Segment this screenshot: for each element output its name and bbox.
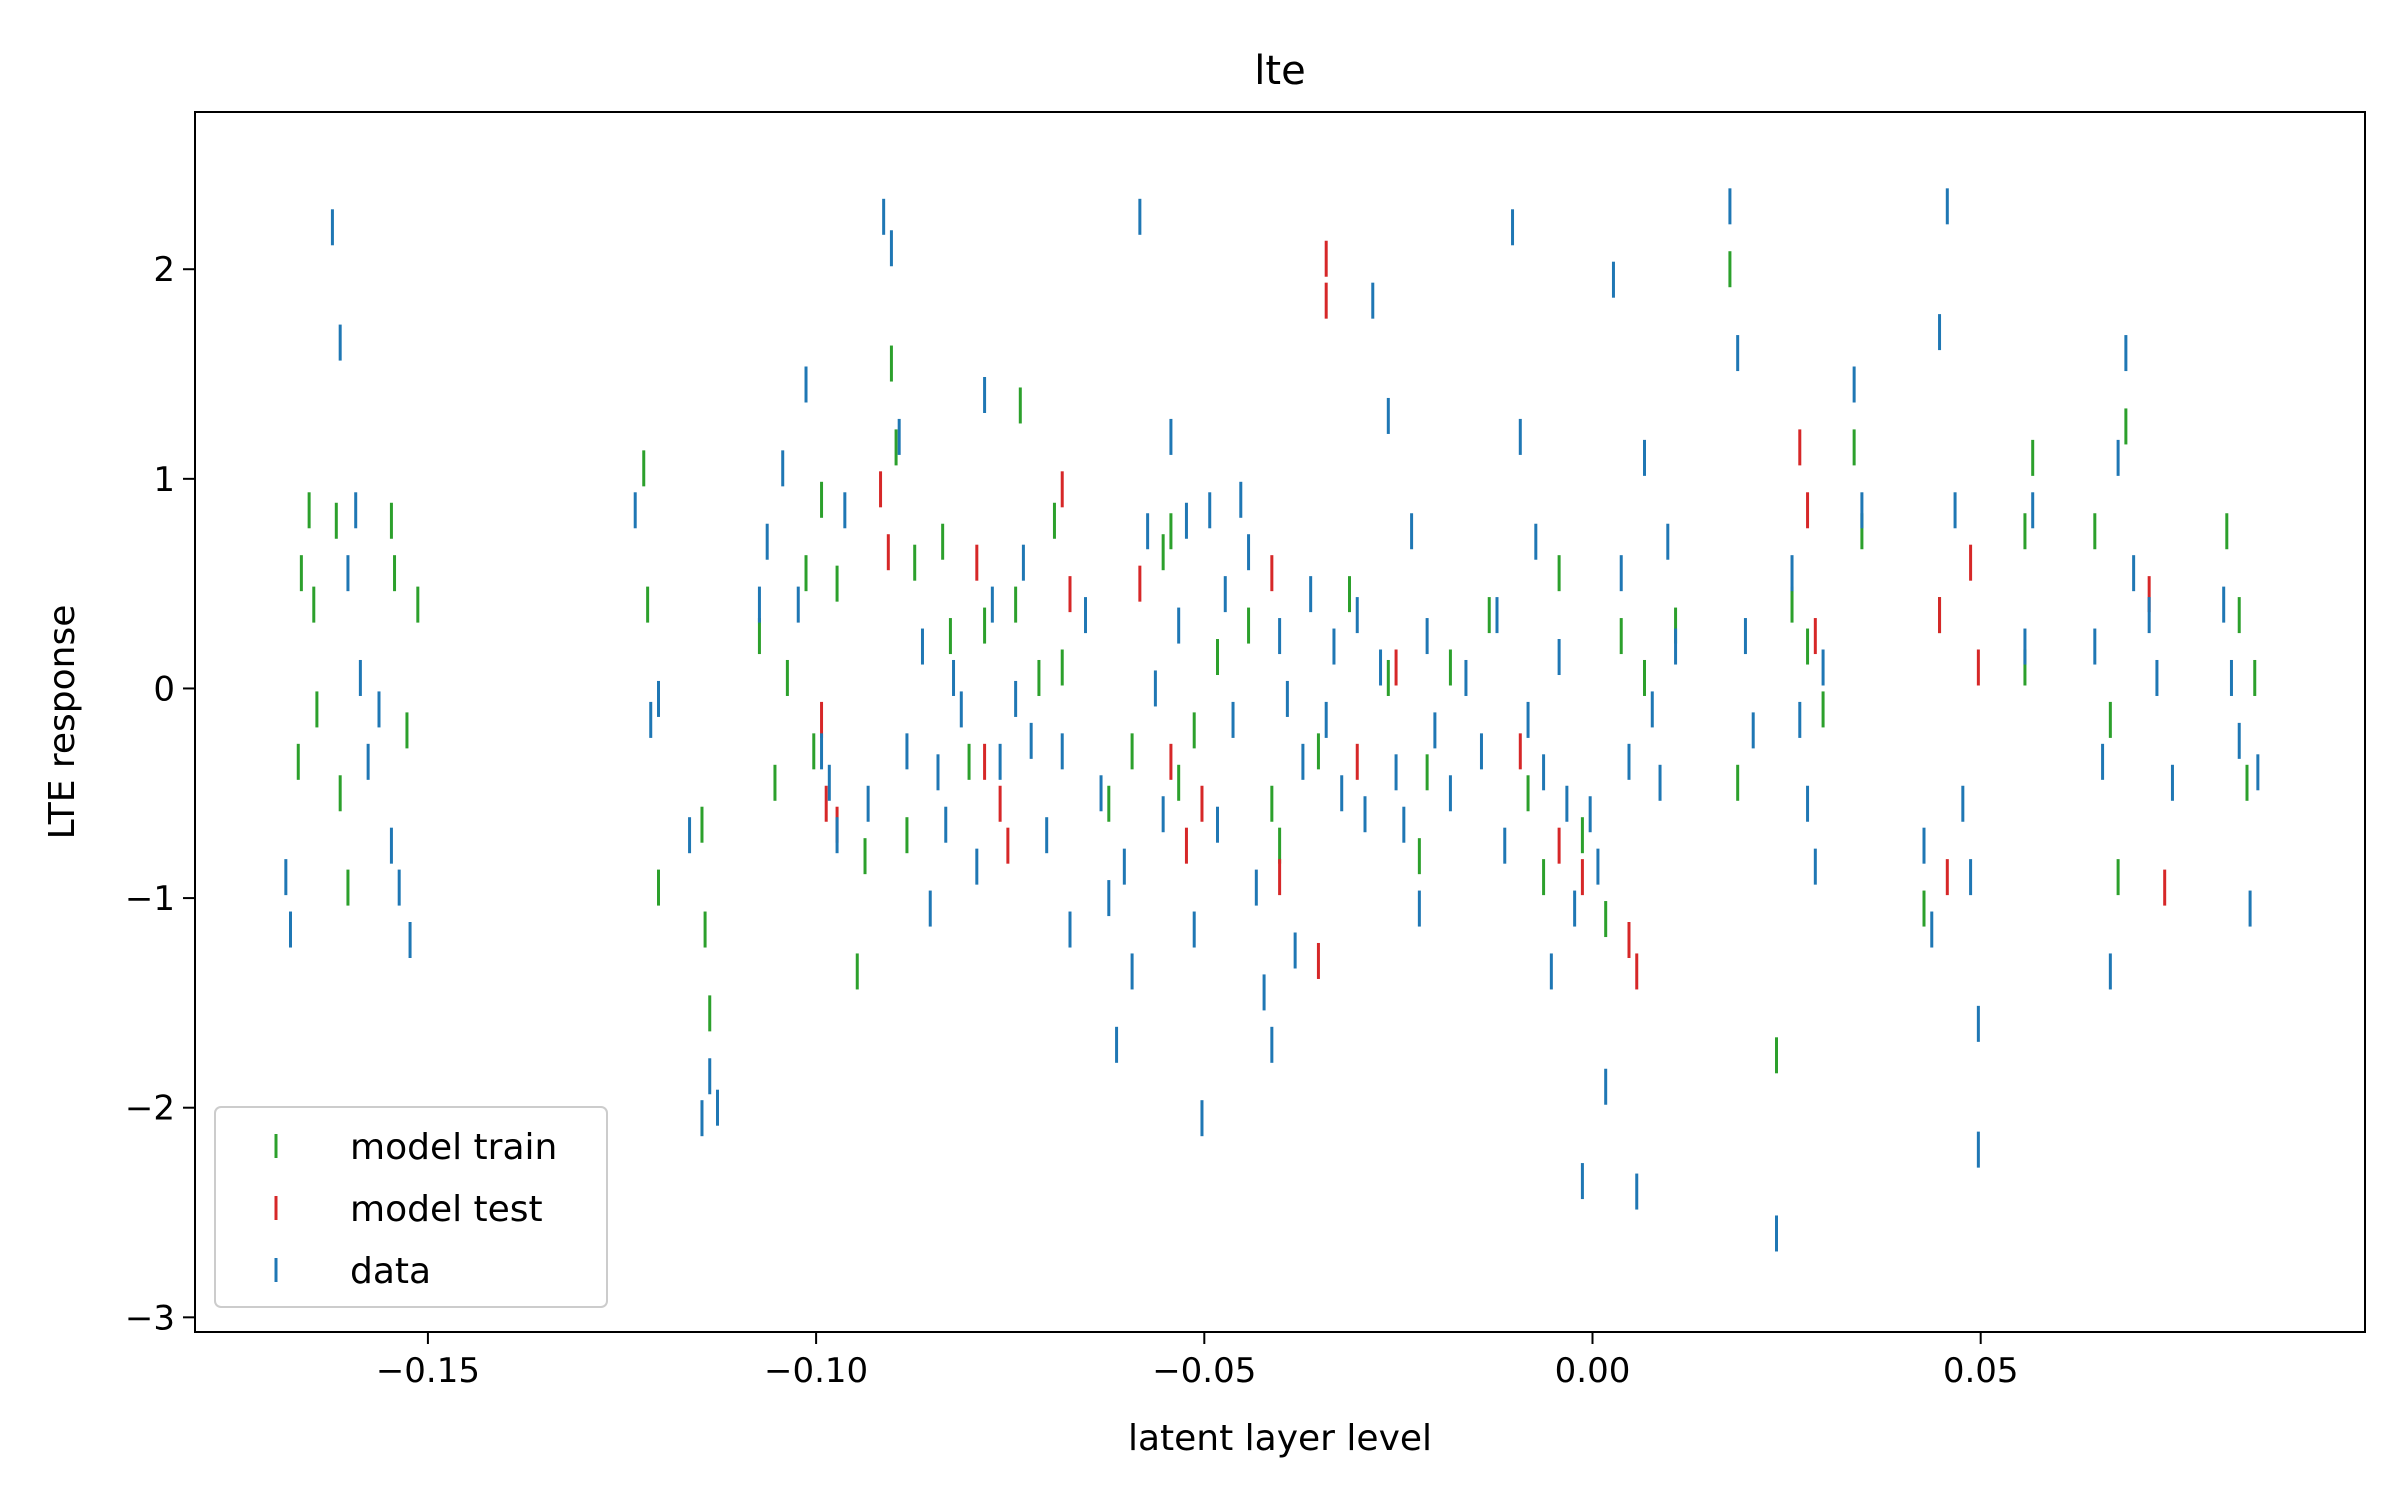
legend-box <box>214 1106 608 1308</box>
series-0 <box>296 251 2257 1074</box>
y-tick-label-3: 0 <box>153 669 175 709</box>
legend-label-1: model test <box>350 1189 543 1230</box>
legend: model train model test data <box>214 1106 608 1308</box>
plot-area-frame <box>194 111 2366 1333</box>
y-tick-label-1: −2 <box>125 1089 175 1129</box>
y-axis-ticks: −3 −2 −1 0 1 2 <box>125 250 195 1338</box>
chart-title: lte <box>1254 48 1305 94</box>
y-tick-label-4: 1 <box>153 460 175 500</box>
x-tick-label-4: 0.05 <box>1943 1351 2019 1391</box>
legend-label-2: data <box>350 1251 431 1292</box>
legend-entries: model train model test data <box>274 1127 557 1292</box>
x-tick-label-1: −0.10 <box>764 1351 868 1391</box>
y-tick-label-5: 2 <box>153 250 175 290</box>
x-axis-ticks: −0.15 −0.10 −0.05 0.00 0.05 <box>376 1332 2019 1391</box>
x-axis-label: latent layer level <box>1128 1418 1432 1459</box>
y-tick-label-0: −3 <box>125 1298 175 1338</box>
y-tick-label-2: −1 <box>125 879 175 919</box>
x-tick-label-3: 0.00 <box>1555 1351 1631 1391</box>
x-tick-label-2: −0.05 <box>1152 1351 1256 1391</box>
x-tick-label-0: −0.15 <box>376 1351 480 1391</box>
legend-label-0: model train <box>350 1127 557 1168</box>
y-axis-label: LTE response <box>42 605 83 840</box>
series-2 <box>284 188 2260 1252</box>
data-marks <box>284 188 2260 1252</box>
